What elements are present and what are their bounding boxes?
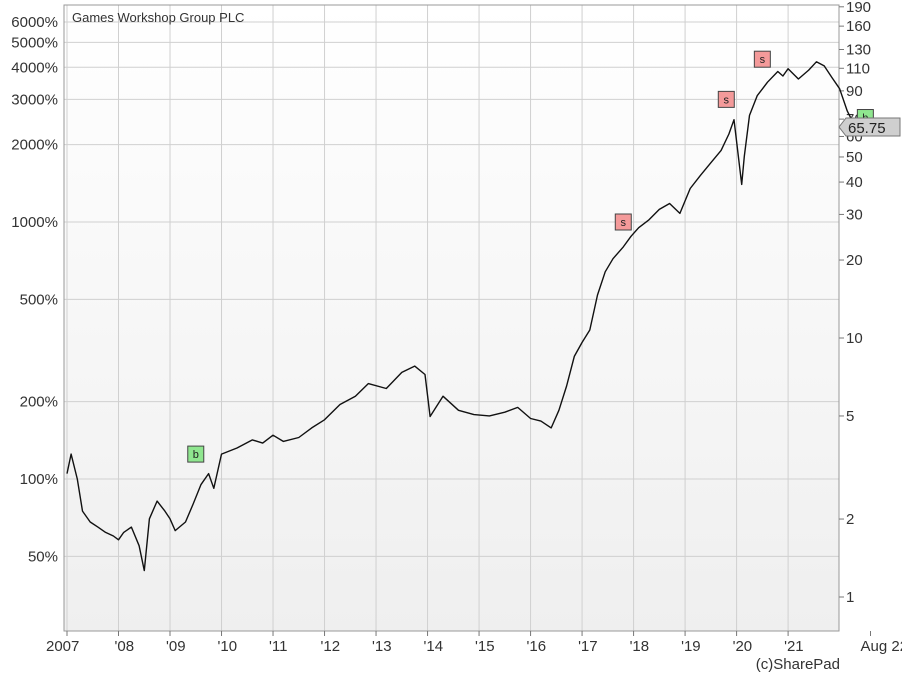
chart-credit: (c)SharePad: [756, 656, 840, 673]
x-tick-label: '19: [681, 638, 701, 655]
left-tick-label: 3000%: [11, 91, 58, 108]
right-tick-label: 90: [846, 83, 863, 100]
chart-title: Games Workshop Group PLC: [72, 10, 244, 25]
marker-label: s: [724, 94, 730, 106]
x-tick-label: '20: [733, 638, 753, 655]
series-layer: [66, 61, 871, 572]
x-tick-label: '21: [784, 638, 804, 655]
left-tick-label: 4000%: [11, 59, 58, 76]
last-price-label: 65.75: [848, 120, 886, 137]
marker-label: s: [621, 217, 627, 229]
x-tick-label: '18: [630, 638, 650, 655]
x-tick-label: '08: [115, 638, 135, 655]
right-tick-label: 40: [846, 174, 863, 191]
right-tick-label: 190: [846, 0, 871, 16]
right-tick-label: 50: [846, 149, 863, 166]
right-tick-label: 20: [846, 252, 863, 269]
left-tick-label: 1000%: [11, 214, 58, 231]
right-tick-label: 30: [846, 206, 863, 223]
right-tick-label: 2: [846, 511, 854, 528]
x-tick-label: '09: [166, 638, 186, 655]
x-tick-label: '11: [269, 638, 287, 655]
marker-box: [753, 50, 771, 68]
x-tick-label: '13: [372, 638, 392, 655]
x-tick-label: '15: [475, 638, 495, 655]
sell-marker: s: [614, 213, 632, 231]
left-tick-label: 100%: [20, 471, 58, 488]
x-axis: 2007 '08 '09 '10 '11 '12 '13 '14 '15 '16 '17 '18 '19…: [46, 631, 902, 655]
left-tick-label: 2000%: [11, 137, 58, 154]
last-price-tag: 65.75: [838, 117, 901, 137]
left-tick-label: 200%: [20, 394, 58, 411]
marker-box: [614, 213, 632, 231]
right-tick-label: 130: [846, 41, 871, 58]
x-tick-label: '12: [321, 638, 341, 655]
marker-label: s: [760, 54, 766, 66]
x-tick-label: '10: [218, 638, 238, 655]
buy-marker: b: [187, 445, 205, 463]
price-series-line: [66, 61, 871, 572]
right-tick-label: 1: [846, 589, 854, 606]
left-axis: 6000% 5000% 4000% 3000% 2000% 1000% 500% 200% 10…: [11, 14, 58, 565]
marker-box: [187, 445, 205, 463]
x-tick-label: '16: [527, 638, 547, 655]
plot-background: [64, 5, 839, 631]
right-tick-label: 10: [846, 330, 863, 347]
left-tick-label: 50%: [28, 548, 58, 565]
grid-lines: [64, 5, 839, 631]
x-tick-label: '17: [578, 638, 598, 655]
last-price-badge: [838, 117, 901, 137]
x-tick-label: Aug 22: [861, 638, 902, 655]
right-tick-label: 5: [846, 408, 854, 425]
x-tick-label: '14: [424, 638, 444, 655]
sell-marker: s: [717, 90, 735, 108]
marker-label: b: [193, 449, 199, 461]
sell-marker: s: [753, 50, 771, 68]
x-tick-label: 2007: [46, 638, 79, 655]
right-axis: 1901601301109070605040302010521: [839, 0, 871, 606]
right-tick-label: 160: [846, 18, 871, 35]
left-tick-label: 6000%: [11, 14, 58, 31]
left-tick-label: 500%: [20, 291, 58, 308]
marker-box: [717, 90, 735, 108]
plot-frame: [63, 4, 840, 632]
right-tick-label: 110: [846, 60, 870, 77]
left-tick-label: 5000%: [11, 34, 58, 51]
